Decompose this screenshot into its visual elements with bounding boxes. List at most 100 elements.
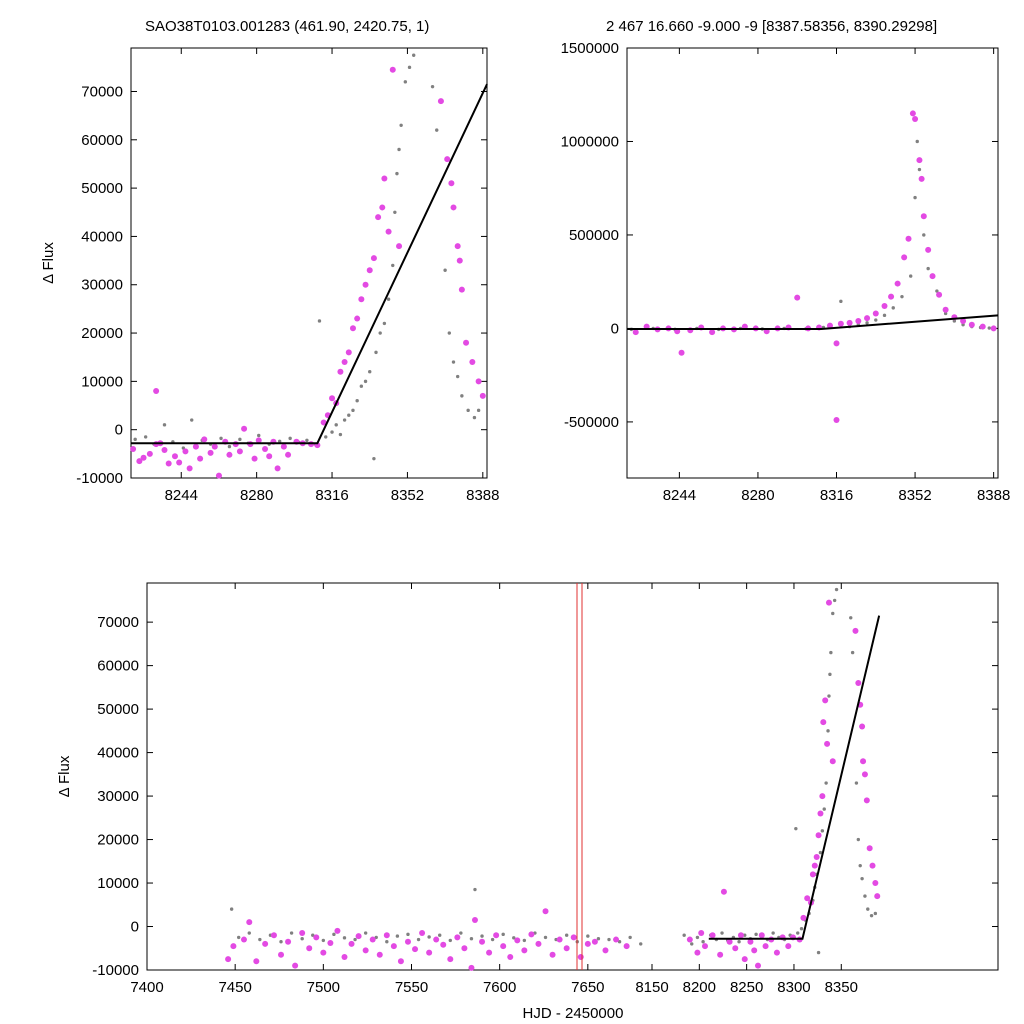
data-point-magenta [448,180,455,187]
data-point-grey [300,936,304,941]
data-point-magenta [817,810,824,817]
data-point-magenta [376,951,383,958]
data-point-grey [796,931,800,935]
data-point-magenta [794,294,801,301]
data-point-grey [355,398,359,403]
data-point-grey [639,942,643,946]
data-point-grey [363,931,368,935]
data-point-magenta [916,157,923,164]
data-point-grey [826,729,830,733]
data-point-magenta [211,443,218,450]
y-tick-label: 500000 [569,227,619,244]
data-point-magenta [255,437,262,444]
data-point-magenta [161,446,168,453]
y-tick-label: 20000 [81,325,123,342]
data-point-grey [952,319,957,323]
data-point-grey [407,65,412,70]
data-point-magenta [747,938,754,945]
data-point-grey [917,167,922,172]
data-point-grey [288,436,292,441]
data-point-magenta [458,286,465,293]
y-tick-label: 70000 [97,614,139,631]
data-point-grey [397,147,401,152]
data-point-grey [430,84,435,89]
data-point-grey [874,318,878,322]
data-point-magenta [226,451,233,458]
x-tick-label: 8200 [683,979,716,996]
data-point-magenta [475,378,482,385]
data-point-grey [865,321,869,325]
data-point-grey [382,321,387,326]
data-point-grey [891,306,895,310]
data-point-grey [162,423,167,427]
x-tick-label: 7450 [218,979,251,996]
data-point-grey [257,433,261,438]
data-point-magenta [825,599,832,606]
data-point-grey [190,418,194,422]
data-point-magenta [741,956,748,963]
data-point-magenta [426,949,433,956]
data-point-magenta [861,771,868,778]
data-point-magenta [979,323,986,330]
data-point-magenta [968,321,975,328]
panel-top-left: -10000 0 10000 20000 30000 40000 50000 60000 700… [40,47,499,504]
data-point-magenta [369,936,376,943]
data-point-grey [317,319,322,323]
data-point-magenta [461,945,468,952]
data-point-magenta [366,267,373,274]
y-tick-label: -500000 [564,414,619,431]
data-point-magenta [240,936,247,943]
data-point-grey [416,937,421,942]
header-left: SAO38T0103.001283 (461.90, 2420.75, 1) [145,18,429,35]
x-tick-label: 8350 [825,979,858,996]
data-point-magenta [197,455,204,462]
data-point-grey [399,123,403,128]
data-point-magenta [456,257,463,264]
data-point-grey [395,934,400,938]
data-point-magenta [507,953,514,960]
data-point-grey [858,863,862,868]
data-point-magenta [153,388,160,395]
data-point-magenta [732,945,739,952]
data-point-grey [922,233,926,237]
data-point-magenta [182,448,189,455]
data-point-magenta [929,273,936,280]
data-point-grey [342,936,347,940]
data-point-magenta [447,956,454,963]
data-point-grey [395,171,399,176]
header-right: 2 467 16.660 -9.000 -9 [8387.58356, 8390… [606,18,937,35]
data-point-grey [987,326,991,330]
x-tick-label: 8316 [820,487,853,504]
data-point-grey [882,313,887,318]
data-point-magenta [320,419,327,426]
data-point-magenta [341,359,348,366]
data-point-grey [393,210,397,214]
data-point-magenta [570,934,577,941]
data-point-grey [460,394,464,398]
y-tick-label: 50000 [81,180,123,197]
x-tick-label: 7650 [571,979,604,996]
data-point-grey [451,360,456,364]
data-point-magenta [266,453,273,460]
data-point-magenta [822,697,829,704]
data-point-grey [849,616,853,620]
data-point-grey [447,331,452,335]
data-point-magenta [872,310,879,317]
data-point-magenta [171,453,178,460]
data-point-magenta [577,953,584,960]
data-point-magenta [888,293,895,300]
data-point-grey [386,297,391,301]
data-point-magenta [726,938,733,945]
data-point-grey [607,937,611,942]
x-tick-label: 7600 [483,979,516,996]
fit-line [708,615,881,940]
fit-line [131,83,488,445]
data-point-grey [909,274,913,278]
data-point-magenta [859,723,866,730]
fit-line [627,314,999,330]
data-point-grey [828,672,832,677]
data-point-grey [501,932,505,937]
plot-frame [626,47,999,479]
data-point-magenta [313,934,320,941]
data-point-magenta [253,958,260,965]
